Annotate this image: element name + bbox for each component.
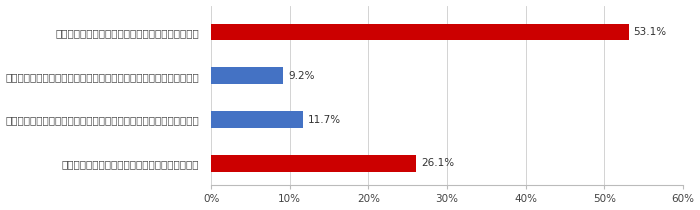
Text: 26.1%: 26.1% bbox=[421, 159, 454, 168]
Bar bbox=[211, 155, 416, 172]
Bar bbox=[211, 111, 303, 128]
Text: 9.2%: 9.2% bbox=[288, 71, 315, 81]
Text: 11.7%: 11.7% bbox=[308, 115, 341, 125]
Bar bbox=[211, 24, 629, 40]
Bar bbox=[211, 67, 284, 84]
Text: 53.1%: 53.1% bbox=[634, 27, 666, 37]
